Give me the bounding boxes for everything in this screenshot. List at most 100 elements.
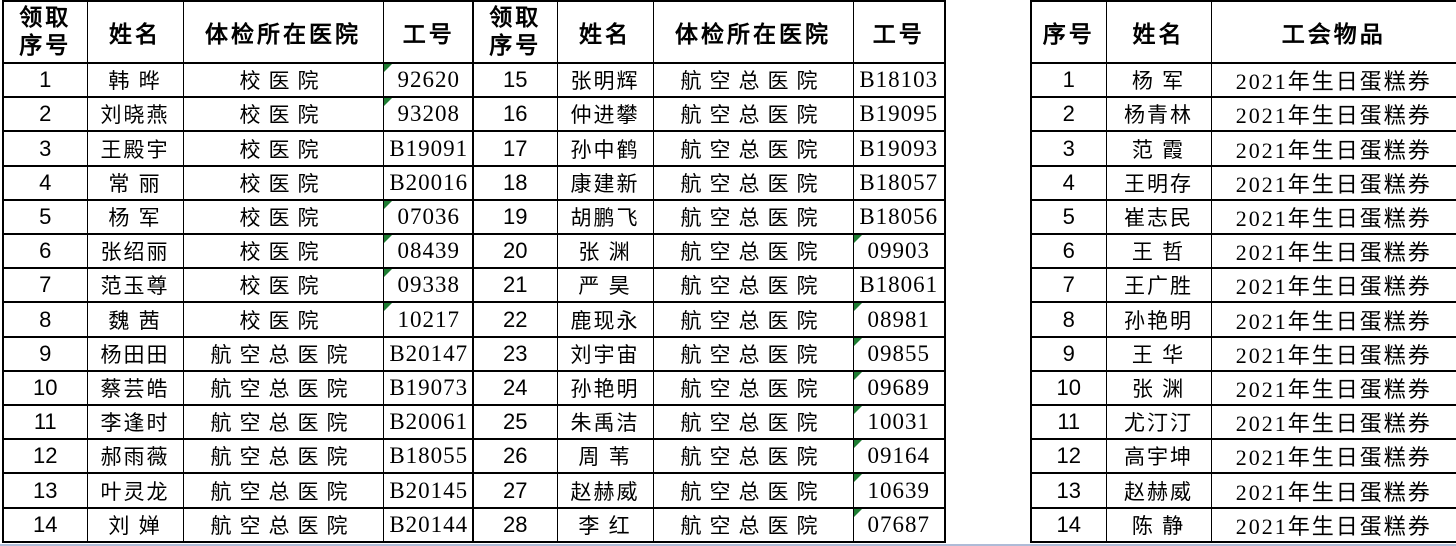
- cell-name[interactable]: 高宇坤: [1105, 438, 1212, 475]
- cell-hospital[interactable]: 校医院: [182, 130, 384, 167]
- cell-no[interactable]: 18: [472, 164, 558, 201]
- cell-no[interactable]: 3: [2, 130, 88, 167]
- cell-hospital[interactable]: 航空总医院: [652, 233, 854, 270]
- cell-id[interactable]: 09689: [852, 369, 946, 407]
- cell-no[interactable]: 14: [1030, 506, 1107, 544]
- cell-no[interactable]: 27: [472, 472, 558, 509]
- cell-hospital[interactable]: 校医院: [182, 96, 384, 133]
- cell-name[interactable]: 蔡芸皓: [86, 369, 184, 407]
- cell-no[interactable]: 3: [1030, 130, 1107, 167]
- cell-name[interactable]: 张 渊: [556, 233, 654, 270]
- cell-item[interactable]: 2021年生日蛋糕券: [1210, 369, 1456, 407]
- cell-name[interactable]: 胡鹏飞: [556, 198, 654, 236]
- cell-item[interactable]: 2021年生日蛋糕券: [1210, 61, 1456, 99]
- cell-no[interactable]: 28: [472, 506, 558, 544]
- cell-no[interactable]: 23: [472, 335, 558, 372]
- cell-hospital[interactable]: 校医院: [182, 198, 384, 236]
- cell-item[interactable]: 2021年生日蛋糕券: [1210, 96, 1456, 133]
- cell-name[interactable]: 李逢时: [86, 404, 184, 441]
- cell-name[interactable]: 张绍丽: [86, 233, 184, 270]
- cell-id[interactable]: B20061: [382, 404, 476, 441]
- cell-hospital[interactable]: 校医院: [182, 61, 384, 99]
- cell-name[interactable]: 魏 茜: [86, 301, 184, 338]
- cell-no[interactable]: 14: [2, 506, 88, 544]
- header-name[interactable]: 姓名: [1105, 0, 1212, 64]
- cell-item[interactable]: 2021年生日蛋糕券: [1210, 198, 1456, 236]
- cell-id[interactable]: B19095: [852, 96, 946, 133]
- cell-id[interactable]: 92620: [382, 61, 476, 99]
- cell-hospital[interactable]: 航空总医院: [652, 369, 854, 407]
- cell-name[interactable]: 刘 婵: [86, 506, 184, 544]
- cell-id[interactable]: 10639: [852, 472, 946, 509]
- cell-id[interactable]: B18057: [852, 164, 946, 201]
- header-pickup-no[interactable]: 领取序号: [2, 0, 88, 64]
- cell-no[interactable]: 16: [472, 96, 558, 133]
- cell-no[interactable]: 25: [472, 404, 558, 441]
- cell-name[interactable]: 张 渊: [1105, 369, 1212, 407]
- cell-name[interactable]: 王 华: [1105, 335, 1212, 372]
- cell-id[interactable]: B19091: [382, 130, 476, 167]
- cell-name[interactable]: 王殿宇: [86, 130, 184, 167]
- cell-no[interactable]: 1: [2, 61, 88, 99]
- cell-no[interactable]: 4: [2, 164, 88, 201]
- cell-name[interactable]: 仲进攀: [556, 96, 654, 133]
- cell-name[interactable]: 叶灵龙: [86, 472, 184, 509]
- cell-id[interactable]: 07036: [382, 198, 476, 236]
- cell-name[interactable]: 王明存: [1105, 164, 1212, 201]
- cell-hospital[interactable]: 航空总医院: [182, 369, 384, 407]
- cell-id[interactable]: B20144: [382, 506, 476, 544]
- cell-name[interactable]: 孙中鹤: [556, 130, 654, 167]
- cell-item[interactable]: 2021年生日蛋糕券: [1210, 506, 1456, 544]
- cell-name[interactable]: 李 红: [556, 506, 654, 544]
- cell-item[interactable]: 2021年生日蛋糕券: [1210, 335, 1456, 372]
- cell-no[interactable]: 9: [2, 335, 88, 372]
- cell-id[interactable]: B20145: [382, 472, 476, 509]
- cell-id[interactable]: B18056: [852, 198, 946, 236]
- cell-id[interactable]: B20016: [382, 164, 476, 201]
- cell-id[interactable]: 08439: [382, 233, 476, 270]
- cell-no[interactable]: 17: [472, 130, 558, 167]
- cell-name[interactable]: 鹿现永: [556, 301, 654, 338]
- cell-name[interactable]: 严 昊: [556, 267, 654, 304]
- cell-name[interactable]: 范 霞: [1105, 130, 1212, 167]
- cell-hospital[interactable]: 航空总医院: [652, 267, 854, 304]
- cell-no[interactable]: 1: [1030, 61, 1107, 99]
- cell-no[interactable]: 10: [1030, 369, 1107, 407]
- cell-item[interactable]: 2021年生日蛋糕券: [1210, 164, 1456, 201]
- cell-item[interactable]: 2021年生日蛋糕券: [1210, 267, 1456, 304]
- cell-no[interactable]: 8: [1030, 301, 1107, 338]
- cell-hospital[interactable]: 校医院: [182, 164, 384, 201]
- header-employee-id[interactable]: 工号: [382, 0, 476, 64]
- cell-name[interactable]: 康建新: [556, 164, 654, 201]
- cell-name[interactable]: 杨 军: [1105, 61, 1212, 99]
- cell-no[interactable]: 4: [1030, 164, 1107, 201]
- cell-no[interactable]: 5: [1030, 198, 1107, 236]
- cell-name[interactable]: 赵赫威: [556, 472, 654, 509]
- cell-item[interactable]: 2021年生日蛋糕券: [1210, 301, 1456, 338]
- cell-name[interactable]: 孙艳明: [1105, 301, 1212, 338]
- cell-no[interactable]: 11: [2, 404, 88, 441]
- cell-no[interactable]: 15: [472, 61, 558, 99]
- cell-hospital[interactable]: 航空总医院: [652, 301, 854, 338]
- cell-name[interactable]: 陈 静: [1105, 506, 1212, 544]
- cell-hospital[interactable]: 航空总医院: [652, 130, 854, 167]
- header-pickup-no[interactable]: 领取序号: [472, 0, 558, 64]
- cell-id[interactable]: B18055: [382, 438, 476, 475]
- cell-no[interactable]: 24: [472, 369, 558, 407]
- cell-hospital[interactable]: 航空总医院: [182, 506, 384, 544]
- cell-no[interactable]: 5: [2, 198, 88, 236]
- cell-hospital[interactable]: 航空总医院: [652, 335, 854, 372]
- cell-name[interactable]: 范玉尊: [86, 267, 184, 304]
- cell-name[interactable]: 常 丽: [86, 164, 184, 201]
- cell-no[interactable]: 19: [472, 198, 558, 236]
- cell-name[interactable]: 杨 军: [86, 198, 184, 236]
- cell-no[interactable]: 12: [1030, 438, 1107, 475]
- cell-name[interactable]: 孙艳明: [556, 369, 654, 407]
- cell-no[interactable]: 13: [2, 472, 88, 509]
- cell-name[interactable]: 王广胜: [1105, 267, 1212, 304]
- cell-item[interactable]: 2021年生日蛋糕券: [1210, 233, 1456, 270]
- cell-no[interactable]: 8: [2, 301, 88, 338]
- cell-no[interactable]: 2: [2, 96, 88, 133]
- cell-item[interactable]: 2021年生日蛋糕券: [1210, 472, 1456, 509]
- cell-id[interactable]: 08981: [852, 301, 946, 338]
